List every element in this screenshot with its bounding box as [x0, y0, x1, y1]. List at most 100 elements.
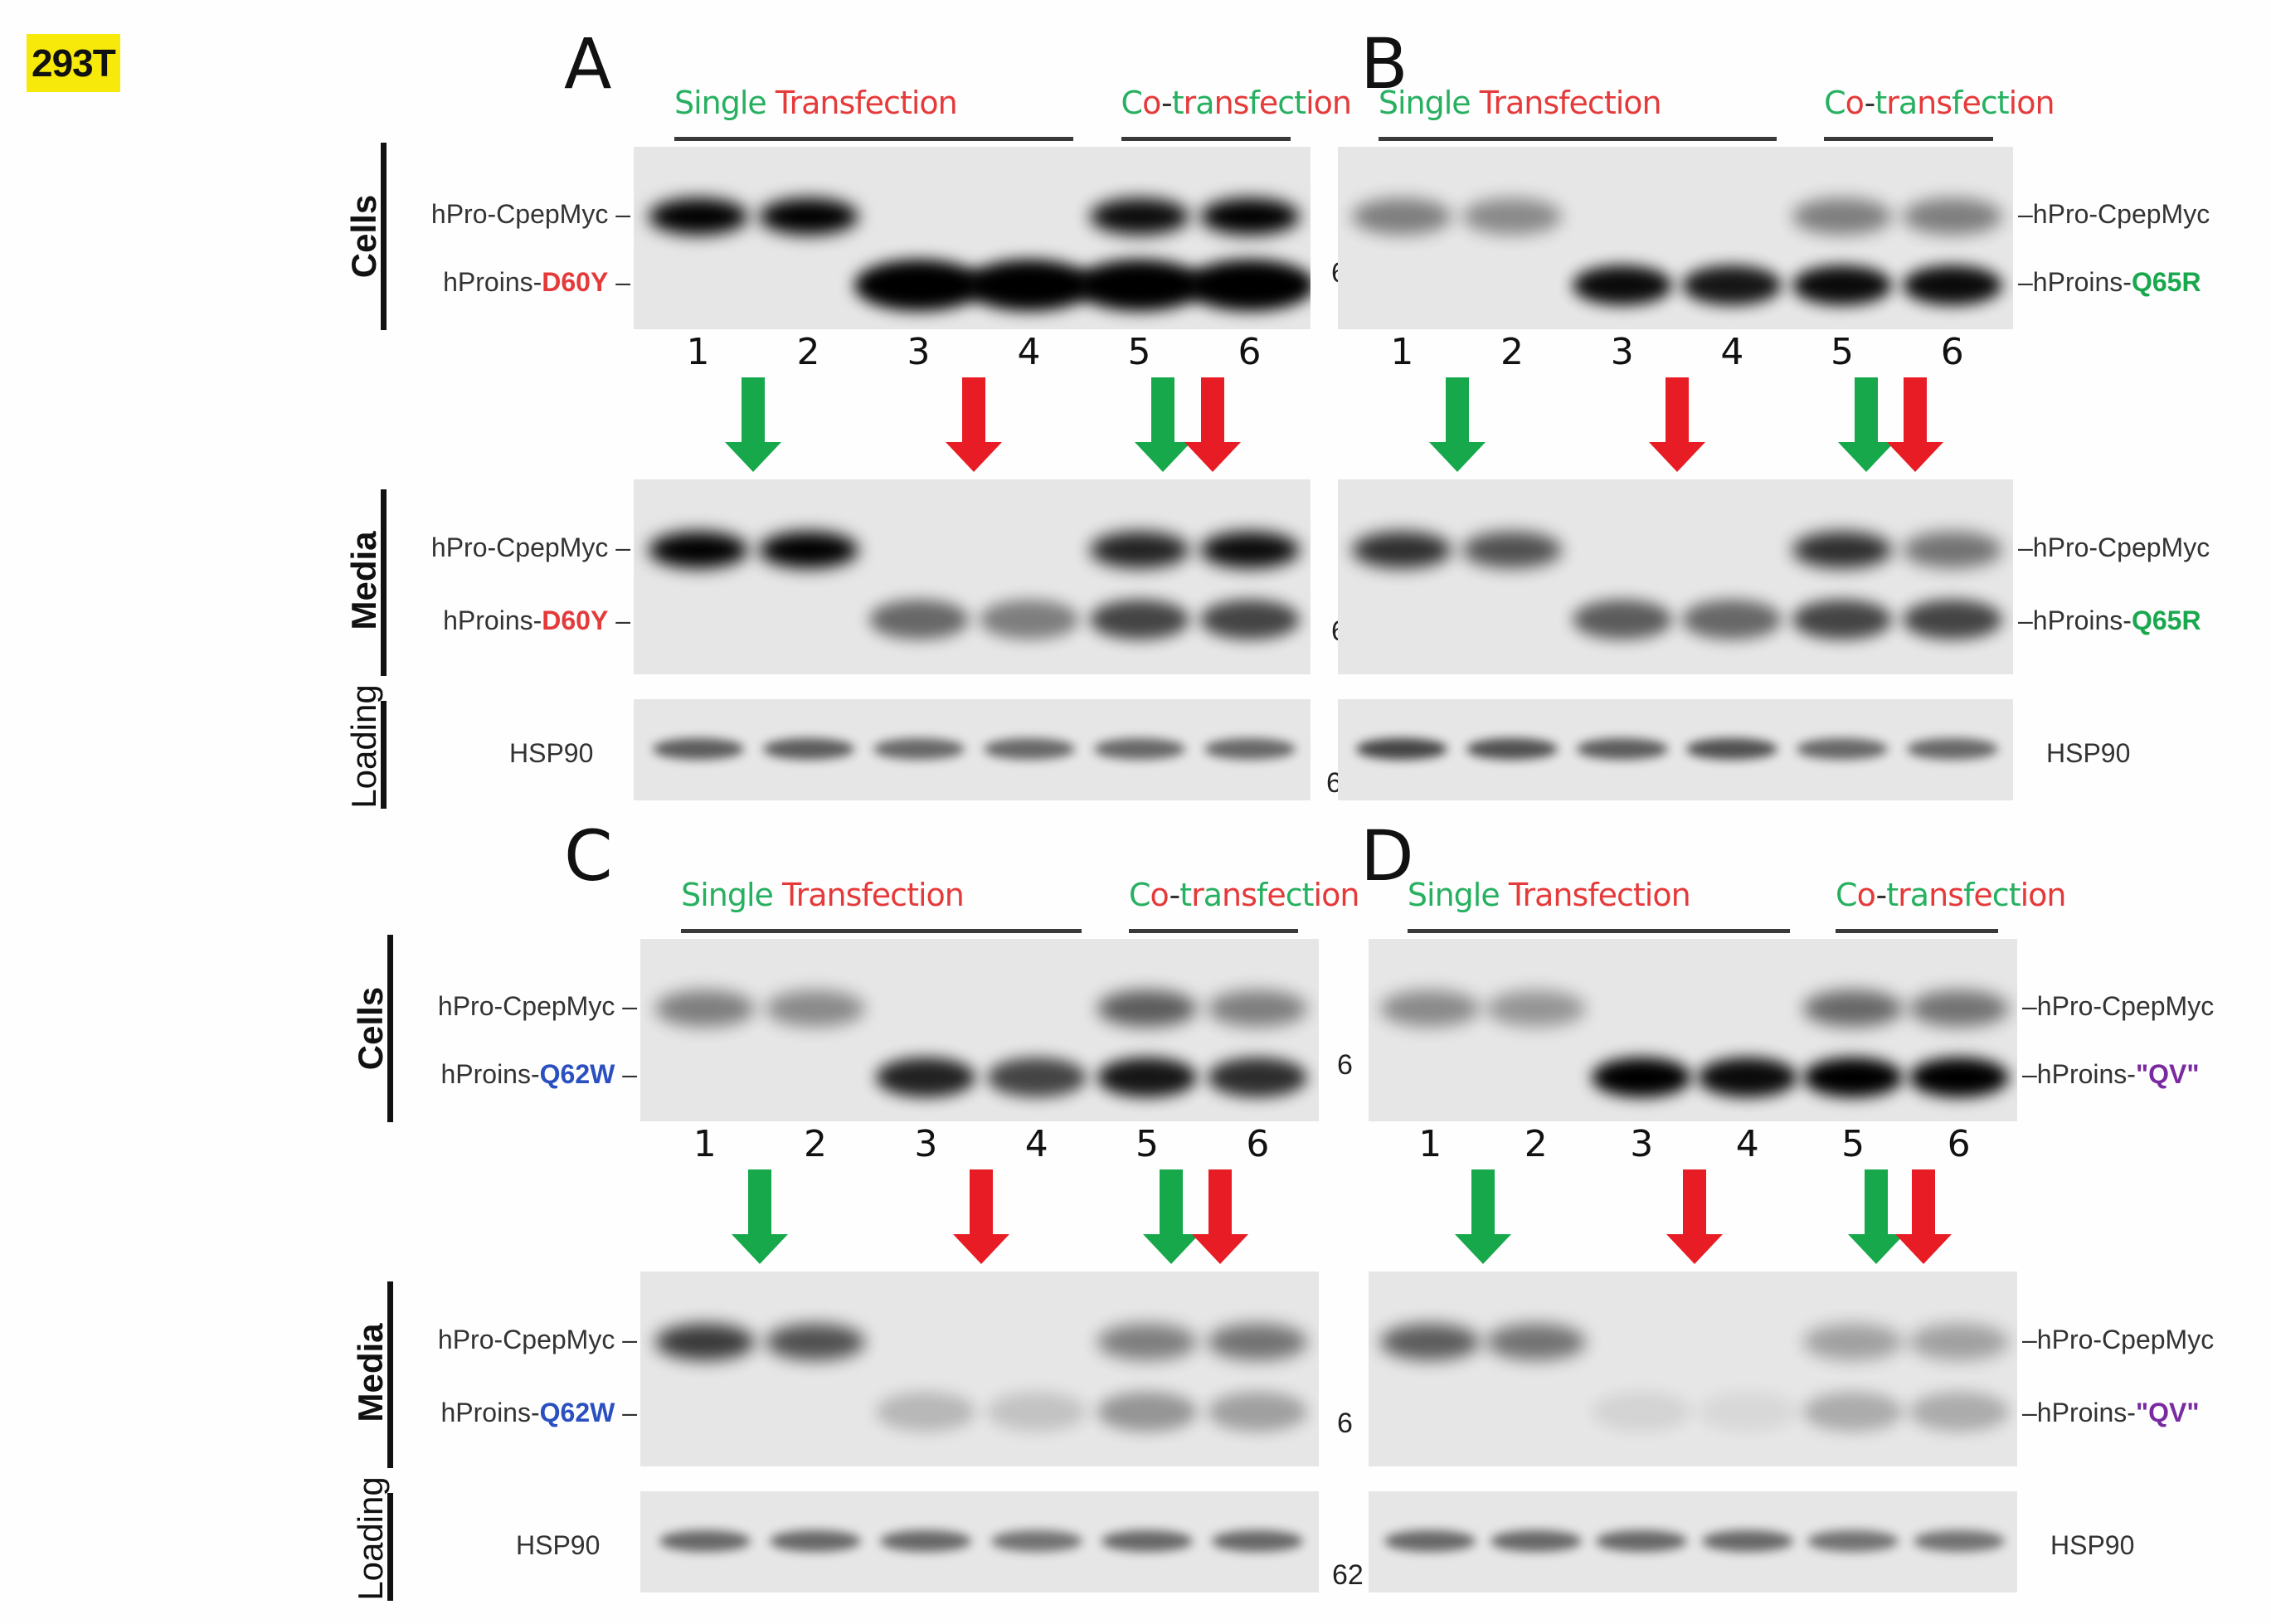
lane-number-6: 6 — [1238, 331, 1262, 373]
row-bracket-cells — [387, 935, 393, 1122]
proinsulin-myc-band — [1902, 531, 2002, 568]
mutant-proinsulin-band — [868, 600, 969, 640]
mutant-proinsulin-band — [1184, 260, 1311, 312]
hsp90-band — [1807, 1530, 1899, 1552]
co-transfection-char: t — [2008, 877, 2021, 913]
blot-loading-a — [634, 699, 1311, 800]
proinsulin-myc-band — [654, 989, 755, 1027]
mutant-name: D60Y — [542, 605, 609, 635]
lane-number-3: 3 — [914, 1123, 938, 1165]
mutant-proinsulin-band — [1572, 265, 1672, 306]
lane-number-3: 3 — [1630, 1123, 1654, 1165]
co-transfection-char: n — [2046, 877, 2066, 913]
proinsulin-myc-band — [654, 1323, 755, 1360]
proinsulin-myc-band — [1909, 989, 2009, 1027]
co-transfection-char: o — [1845, 85, 1865, 121]
co-transfection-char: a — [1195, 85, 1214, 121]
co-transfection-char: n — [1222, 877, 1242, 913]
single-transfection-header: Single Transfection — [1408, 877, 1691, 913]
mutant-proinsulin-band — [1572, 600, 1672, 640]
lane-number-2: 2 — [796, 331, 820, 373]
row-label-media: Media — [351, 1323, 390, 1422]
co-transfection-char: n — [1331, 85, 1352, 121]
co-transfection-char: r — [1191, 877, 1204, 913]
row-label-media: Media — [344, 531, 383, 630]
blot-media-d — [1369, 1271, 2017, 1466]
single-transfection-header: Single Transfection — [674, 85, 958, 121]
mutant-proinsulin-band — [1902, 265, 2002, 306]
co-transfection-char: C — [1836, 877, 1858, 913]
hsp90-band — [1686, 738, 1778, 760]
label-mutant-proinsulin: hProins-D60Y – — [443, 267, 630, 297]
proinsulin-myc-band — [1462, 197, 1562, 235]
co-transfection-char: - — [1169, 877, 1180, 913]
label-proinsulin-cpepmyc: –hPro-CpepMyc — [2022, 1325, 2215, 1354]
mutant-proinsulin-band — [1697, 1392, 1797, 1432]
mutant-name: "QV" — [2135, 1059, 2200, 1089]
proinsulin-myc-band — [758, 197, 858, 235]
hsp90-band — [1701, 1530, 1793, 1552]
hsp90-band — [1596, 1530, 1688, 1552]
co-transfection-char: n — [1928, 877, 1948, 913]
proinsulin-myc-band — [1097, 1323, 1198, 1360]
lane-number-4: 4 — [1024, 1123, 1048, 1165]
co-transfection-bar — [1121, 137, 1291, 141]
blot-cells-b — [1338, 147, 2013, 329]
row-bracket-media — [387, 1281, 393, 1468]
lane-number-6: 6 — [1940, 331, 1964, 373]
proinsulin-myc-band — [1909, 1323, 2009, 1360]
mutant-proinsulin-band — [979, 600, 1079, 640]
co-transfection-char: f — [1256, 877, 1267, 913]
label-proinsulin-cpepmyc: –hPro-CpepMyc — [2022, 991, 2215, 1021]
hsp90-band — [1093, 738, 1185, 760]
co-transfection-bar — [1824, 137, 1993, 141]
co-transfection-char: e — [1962, 85, 1981, 121]
mutant-proinsulin-band — [876, 1058, 976, 1098]
proinsulin-myc-band — [1380, 1323, 1481, 1360]
proinsulin-myc-band — [1486, 1323, 1586, 1360]
mutant-proinsulin-band — [1792, 265, 1893, 306]
row-bracket-media — [381, 489, 387, 676]
co-transfection-char: s — [1936, 85, 1952, 121]
hsp90-band — [1576, 738, 1668, 760]
lane-number-2: 2 — [1500, 331, 1524, 373]
blot-loading-d — [1369, 1491, 2017, 1592]
co-transfection-char: t — [1294, 85, 1306, 121]
co-transfection-char: t — [1996, 85, 2010, 121]
co-transfection-char: c — [1285, 877, 1303, 913]
co-transfection-char: - — [1875, 877, 1888, 913]
mutant-name: Q65R — [2131, 605, 2201, 635]
co-transfection-char: i — [2008, 85, 2018, 121]
lane-number-3: 3 — [907, 331, 931, 373]
co-transfection-char: i — [2020, 877, 2030, 913]
panel-letter-b: B — [1360, 23, 1408, 105]
mutant-proinsulin-band — [1089, 600, 1189, 640]
single-transfection-bar — [1407, 929, 1791, 933]
cell-line-tag: 293T — [27, 34, 120, 92]
hsp90-band — [659, 1530, 751, 1552]
mutant-name: Q65R — [2131, 267, 2201, 297]
single-transfection-header: Single Transfection — [1379, 85, 1662, 121]
proinsulin-myc-band — [1097, 989, 1198, 1027]
co-transfection-char: s — [1948, 877, 1964, 913]
co-transfection-char: t — [1301, 877, 1315, 913]
proinsulin-myc-band — [1792, 531, 1893, 568]
mutant-name: "QV" — [2135, 1398, 2200, 1427]
single-transfection-bar — [1378, 137, 1777, 141]
co-transfection-char: o — [2028, 877, 2047, 913]
label-hsp90: HSP90 — [509, 738, 594, 768]
label-hsp90: HSP90 — [516, 1530, 601, 1560]
proinsulin-myc-band — [1208, 989, 1308, 1027]
hsp90-band — [983, 738, 1075, 760]
co-transfection-char: f — [1952, 85, 1962, 121]
mutant-proinsulin-band — [1803, 1392, 1904, 1432]
proinsulin-myc-band — [648, 197, 748, 235]
co-transfection-char: c — [1980, 85, 1998, 121]
row-bracket-loading — [381, 701, 387, 809]
marker-kda-loading: 62 — [1332, 1559, 1364, 1591]
co-transfection-char: r — [1898, 877, 1911, 913]
hsp90-band — [1384, 1530, 1476, 1552]
hsp90-band — [1356, 738, 1448, 760]
label-mutant-proinsulin: –hProins-Q65R — [2018, 267, 2201, 297]
proinsulin-myc-band — [1089, 197, 1189, 235]
